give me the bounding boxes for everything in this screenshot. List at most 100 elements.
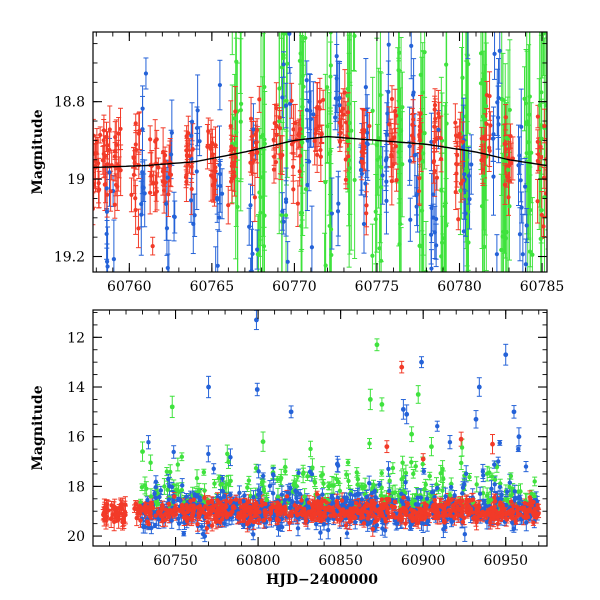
top-xtick-label: 60780 [437,279,482,295]
top-red-point [230,161,235,166]
top-blue-point [386,42,391,47]
top-green-point [526,140,531,145]
top-xtick-label: 60765 [190,279,235,295]
top-red-point [343,177,349,182]
top-red-point [232,173,237,179]
top-red-point [482,154,487,159]
top-red-point [154,137,159,142]
top-red-point [436,111,441,116]
top-red-point [338,130,343,135]
top-green-point [460,75,465,80]
top-red-point [337,139,343,144]
top-green-point [347,158,352,163]
top-red-point [343,120,349,125]
top-red-point [318,147,323,153]
top-blue-point [361,221,367,227]
top-blue-point [411,92,416,97]
top-red-point [538,144,543,149]
top-blue-point [281,62,286,67]
top-blue-point [414,193,419,198]
top-blue-point [104,209,110,214]
top-blue-point [140,106,145,111]
top-green-point [526,179,531,184]
top-blue-point [107,170,112,175]
top-green-point [442,204,447,209]
top-red-point [189,164,194,169]
top-blue-point [469,162,474,167]
top-red-point [455,153,460,158]
top-blue-point [139,212,144,217]
top-blue-point [461,229,466,234]
top-red-point [313,131,318,136]
top-green-point [255,252,260,257]
top-blue-point [519,124,524,129]
top-red-point [133,121,138,126]
top-green-point [539,208,544,213]
top-red-point [153,191,158,196]
top-green-point [398,117,403,122]
top-green-point [440,240,445,246]
top-blue-point [165,175,170,180]
top-red-point [129,192,134,198]
top-red-point [248,116,254,121]
top-green-point [262,137,267,142]
top-blue-point [143,71,149,76]
top-blue-point [194,125,200,131]
top-red-point [93,182,96,187]
top-green-point [458,188,463,193]
top-blue-point [336,201,341,206]
top-green-point [374,143,379,148]
top-green-point [537,103,542,108]
top-red-point [434,175,440,180]
top-blue-point [217,215,222,220]
top-red-point [433,116,438,121]
top-green-point [539,136,544,141]
top-green-point [301,84,306,89]
top-ytick-label: 19 [67,172,85,188]
top-blue-point [430,192,436,197]
top-red-point [118,126,123,132]
top-green-point [400,105,405,110]
top-red-point [387,122,392,127]
top-red-point [189,186,194,192]
top-red-point [228,124,233,129]
top-blue-point [280,209,285,214]
top-red-point [150,244,155,249]
top-red-point [432,124,437,129]
top-green-point [420,90,425,95]
top-red-point [131,172,137,178]
top-green-point [303,35,308,41]
top-red-point [249,150,254,155]
top-green-point [500,97,506,102]
top-red-point [482,134,487,139]
top-red-point [278,152,283,157]
top-blue-point [363,85,368,90]
top-blue-point [518,178,523,183]
top-blue-point [429,232,434,237]
top-xtick-label: 60770 [272,279,317,295]
top-green-point [347,166,352,171]
top-green-point [300,104,305,109]
top-blue-point [467,197,472,202]
top-red-point [183,175,189,180]
top-red-point [289,142,295,147]
top-red-point [484,121,489,127]
top-red-point [410,122,415,127]
top-green-point [234,130,239,135]
top-red-point [432,168,437,174]
top-green-point [299,163,304,168]
top-green-point [503,236,508,241]
top-blue-point [217,162,222,167]
top-red-point [213,143,218,148]
top-blue-point [358,167,364,173]
top-axes-frame [92,31,548,273]
top-green-point [378,155,383,160]
top-blue-point [386,89,391,94]
top-red-point [503,147,508,152]
top-red-point [536,152,541,157]
top-red-point [208,143,214,148]
top-red-point [456,217,461,222]
top-green-point [346,147,351,152]
top-green-point [482,244,487,249]
top-blue-point [491,174,496,179]
